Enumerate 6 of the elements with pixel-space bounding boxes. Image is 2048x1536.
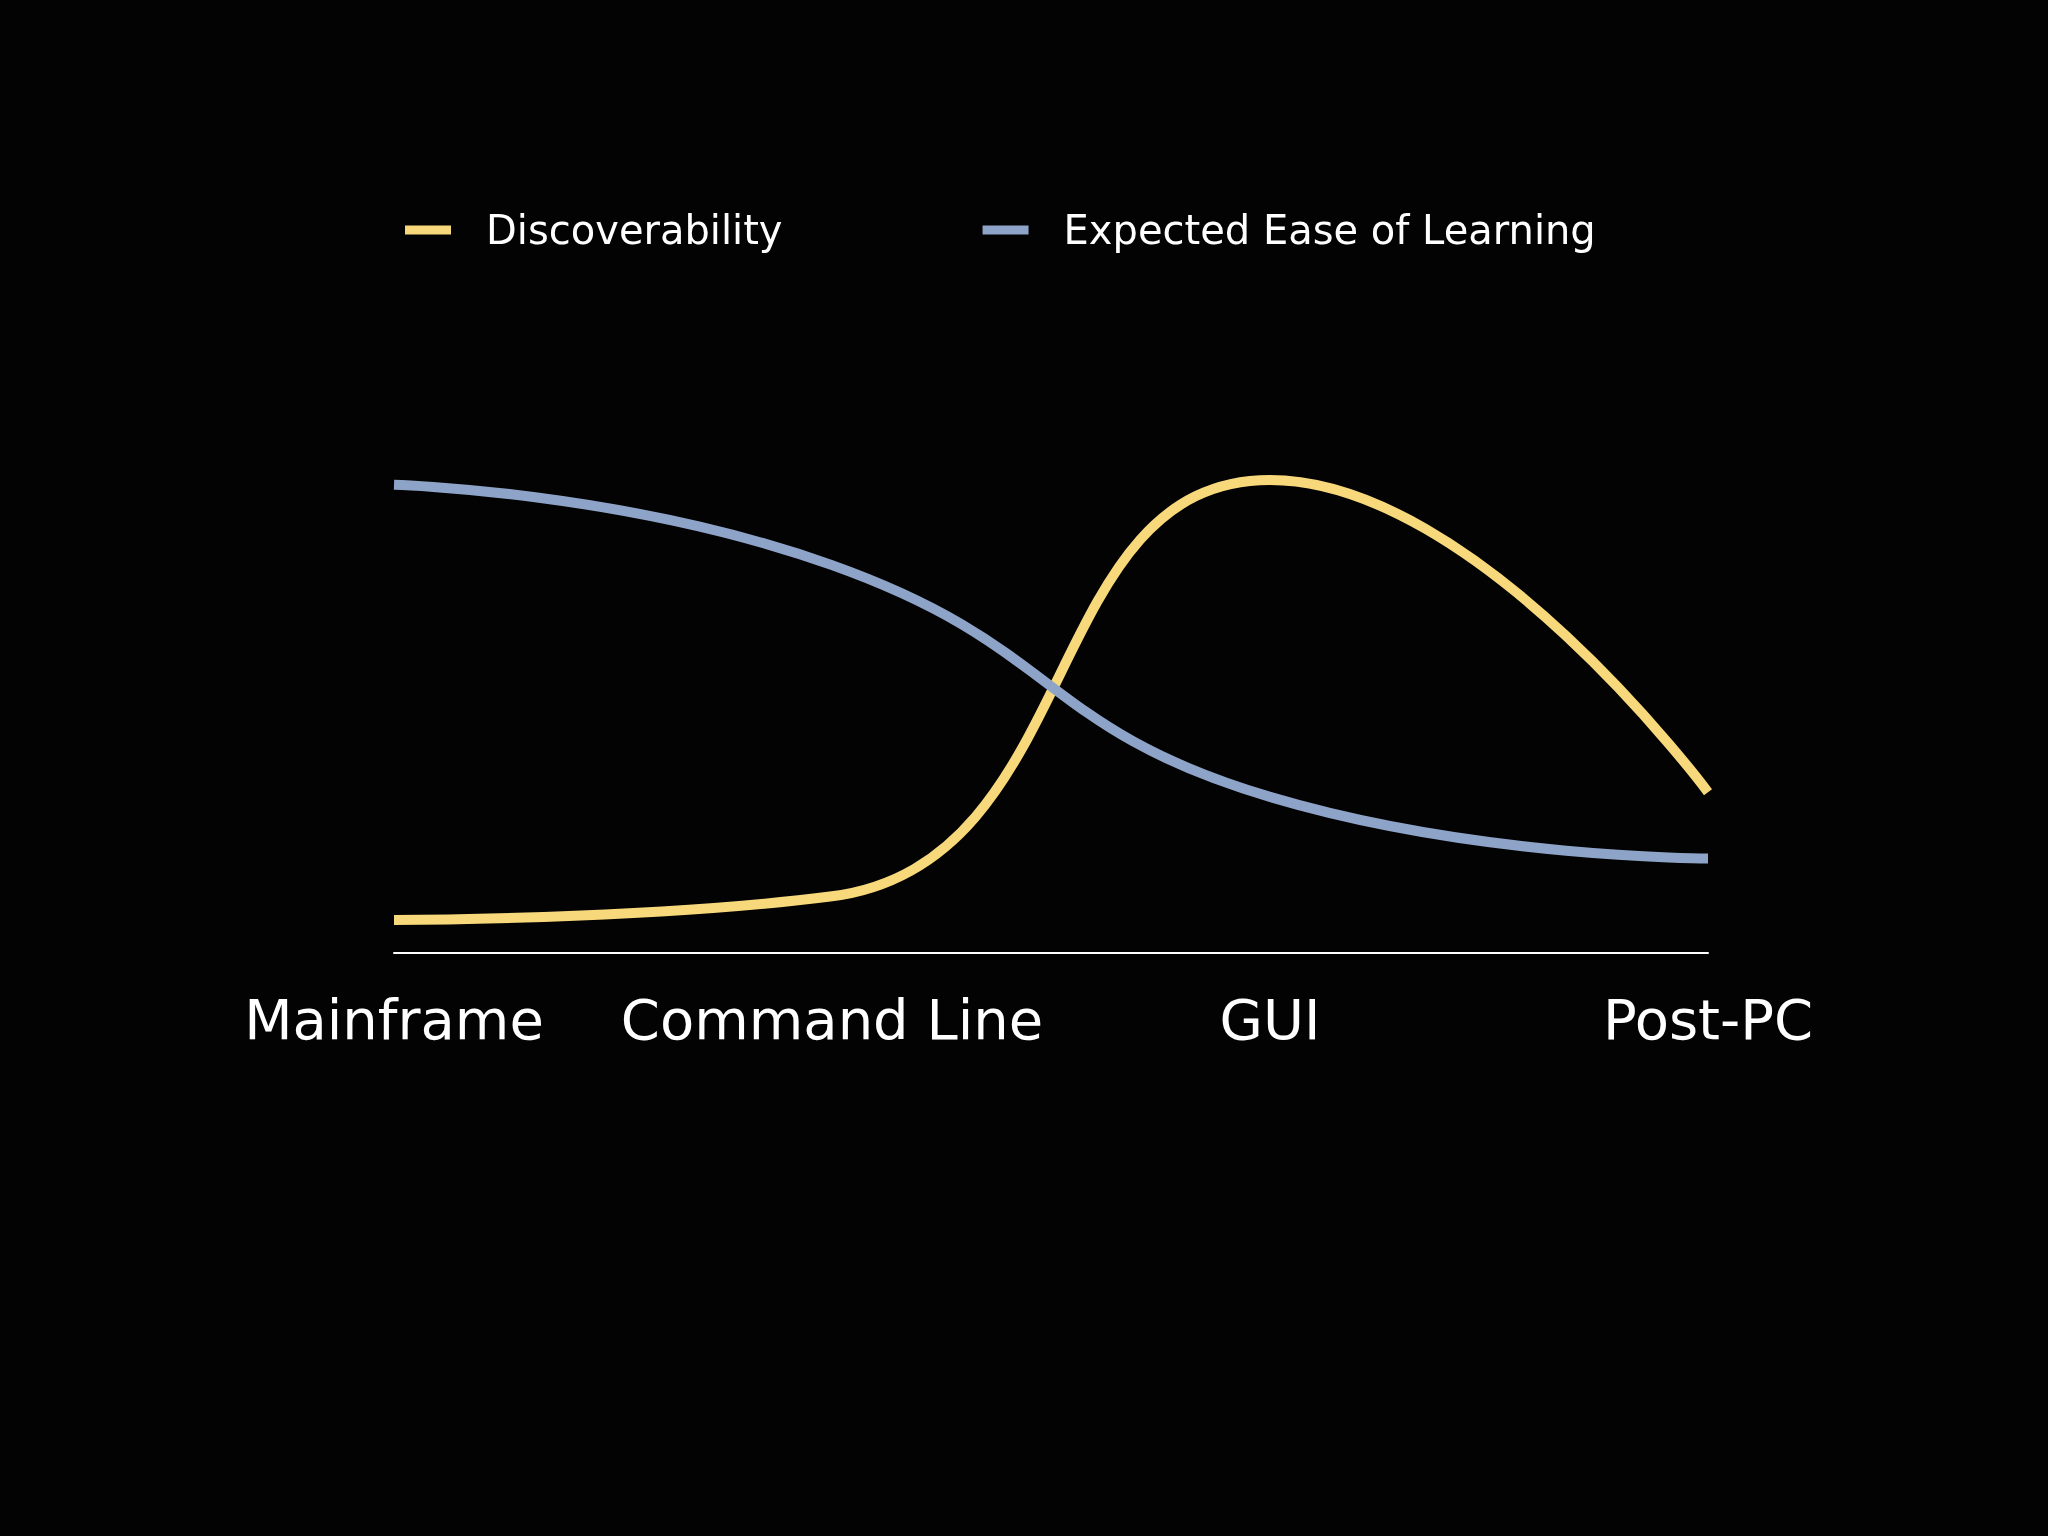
- legend-label: Expected Ease of Learning: [1063, 207, 1596, 253]
- x-tick-label: Post-PC: [1602, 986, 1814, 1052]
- legend-label: Discoverability: [486, 207, 783, 253]
- x-tick-label: Command Line: [620, 986, 1044, 1052]
- x-tick-label: GUI: [1219, 986, 1321, 1052]
- x-tick-label: Mainframe: [244, 986, 544, 1052]
